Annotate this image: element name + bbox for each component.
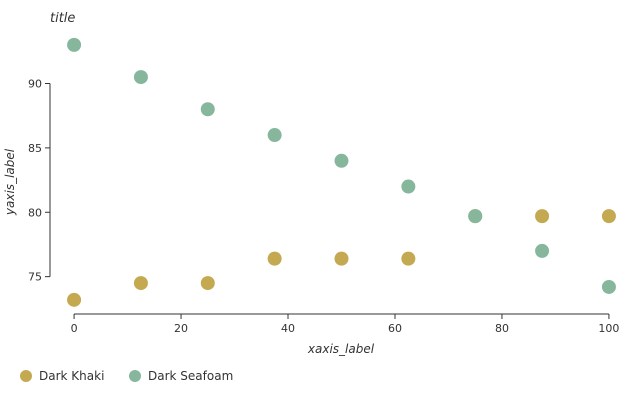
data-point bbox=[535, 209, 550, 224]
x-tick-label: 80 bbox=[495, 322, 509, 335]
data-point bbox=[468, 209, 483, 224]
legend-label: Dark Seafoam bbox=[148, 369, 233, 383]
data-point bbox=[67, 37, 82, 52]
y-axis-title: yaxis_label bbox=[3, 148, 17, 216]
data-point bbox=[601, 209, 616, 224]
y-axis: 75 80 85 90 bbox=[28, 78, 51, 284]
x-tick-label: 0 bbox=[71, 322, 78, 335]
legend-item: Dark Seafoam bbox=[129, 369, 233, 383]
y-tick-label: 90 bbox=[28, 78, 42, 91]
data-point bbox=[133, 70, 148, 85]
legend: Dark Khaki Dark Seafoam bbox=[20, 369, 233, 383]
x-tick-label: 40 bbox=[281, 322, 295, 335]
series-0 bbox=[67, 209, 616, 307]
data-point bbox=[200, 276, 215, 291]
data-point bbox=[601, 279, 616, 294]
y-tick-label: 85 bbox=[28, 142, 42, 155]
x-tick-label: 100 bbox=[598, 322, 619, 335]
chart-title: title bbox=[50, 11, 75, 26]
y-tick-label: 80 bbox=[28, 206, 42, 219]
data-point bbox=[401, 179, 416, 194]
data-point bbox=[401, 251, 416, 266]
data-point bbox=[334, 153, 349, 168]
legend-item: Dark Khaki bbox=[20, 369, 104, 383]
legend-swatch bbox=[129, 370, 141, 382]
data-point bbox=[200, 102, 215, 117]
data-point bbox=[133, 276, 148, 291]
legend-label: Dark Khaki bbox=[39, 369, 104, 383]
x-axis-title: xaxis_label bbox=[307, 342, 375, 356]
series-1 bbox=[67, 37, 616, 294]
data-point bbox=[67, 292, 82, 307]
data-point bbox=[267, 128, 282, 143]
legend-swatch bbox=[20, 370, 32, 382]
data-point bbox=[334, 251, 349, 266]
y-tick-label: 75 bbox=[28, 271, 42, 284]
x-axis: 0 20 40 60 80 100 bbox=[71, 313, 619, 335]
series-layer bbox=[67, 37, 616, 307]
x-tick-label: 20 bbox=[174, 322, 188, 335]
data-point bbox=[267, 251, 282, 266]
x-tick-label: 60 bbox=[388, 322, 402, 335]
data-point bbox=[535, 243, 550, 258]
